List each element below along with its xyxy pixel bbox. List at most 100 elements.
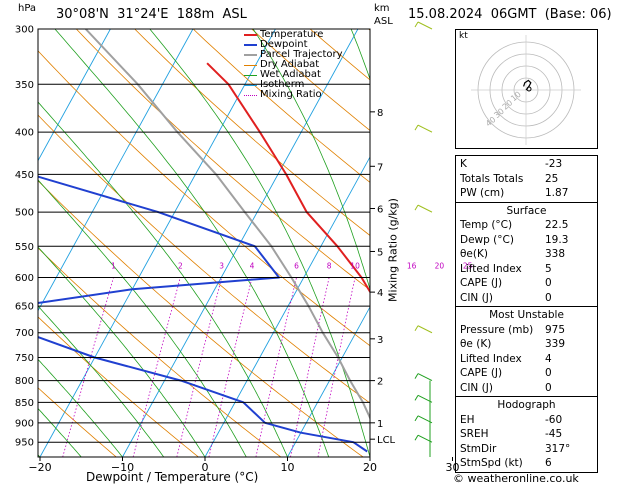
legend-entry: Dewpoint [244,40,343,50]
mixing-ratio-line [208,277,253,457]
legend-swatch [244,34,257,36]
dry-adiabat-line [134,29,370,237]
legend-swatch [244,94,257,96]
plot-frame [37,28,371,458]
mixing-ratio-label: 20 [435,261,445,270]
isotherm-line [122,29,359,457]
top-indices: K -23 Totals Totals 25 PW (cm) 1.87 [455,155,598,203]
dry-adiabat-line [38,180,364,457]
legend-entry: Wet Adiabat [244,70,343,80]
table-row: Dewp (°C) 19.3 [460,233,593,248]
legend-entry: Isotherm [244,80,343,90]
wet-adiabat-line [38,407,82,457]
legend-entry: Mixing Ratio [244,90,343,100]
table-row-value: 0 [545,291,552,304]
wind-barb [414,204,433,213]
wet-adiabat-line [38,179,247,457]
mixing-ratio-line [62,277,114,457]
table-row-label: CAPE (J) [460,277,503,289]
table-row-value: 19.3 [545,233,569,246]
wet-adiabat-line [38,246,206,457]
km-tick-label: 1 [377,419,383,430]
pressure-tick-label: 350 [15,80,34,91]
table-row: θe (K) 339 [460,337,593,352]
table-row: θe(K) 338 [460,247,593,262]
table-row-label: K [460,158,467,170]
pressure-tick-label: 950 [15,438,34,449]
mixing-ratio-label: 16 [407,261,417,270]
isotherm-line [618,29,629,457]
table-row: Temp (°C) 22.5 [460,218,593,233]
dry-adiabat-line [38,387,117,457]
table-row-label: EH [460,413,475,426]
legend-label: Dry Adiabat [260,59,320,70]
km-tick-label: 5 [377,247,383,258]
legend-swatch [244,84,257,86]
table-row-value: 5 [545,262,552,275]
mixing-ratio-line [408,278,440,458]
asl-label: ASL [374,16,393,27]
table-row-label: Lifted Index [460,262,522,275]
table-row-label: CIN (J) [460,381,493,394]
table-row-value: 25 [545,172,559,185]
x-tick-label: −20 [28,461,51,474]
pressure-tick-label: 800 [15,376,34,387]
pressure-tick-label: 650 [15,302,34,313]
location-title: 30°08'N 31°24'E 188m ASL [56,7,247,22]
km-tick-label: 8 [377,108,383,119]
wet-adiabat-line [38,101,288,457]
wind-barb [414,434,433,443]
mixing-ratio-label: 3 [219,261,224,270]
mixing-ratio-label: 6 [294,261,299,270]
mixing-ratio-label: 10 [350,261,360,270]
table-row-value: 6 [545,457,552,469]
mixing-ratio-line [176,277,223,457]
storm-motion-marker [526,86,532,92]
table-row-label: SREH [460,428,489,440]
mixing-ratio-label: 8 [327,261,332,270]
pressure-tick-label: 450 [15,170,34,181]
table-row-value: 0 [545,381,552,394]
table-row-value: -45 [545,428,563,440]
km-label: km [374,3,390,14]
legend-entry: Temperature [244,30,343,40]
pressure-tick-label: 550 [15,242,34,253]
pressure-tick-label: 400 [15,128,34,139]
wind-barb [414,325,433,334]
table-row: CIN (J) 0 [460,381,593,396]
pressure-tick-label: 850 [15,398,34,409]
hodograph: kt 10 20 30 40 [455,29,598,149]
table-row-label: Lifted Index [460,352,522,365]
pressure-tick-label: 300 [15,25,34,36]
dewpoint-line [38,175,368,453]
isotherm-line [204,156,370,457]
mixing-ratio-label: 1 [111,261,116,270]
wind-barb [414,21,433,30]
table-row-value: 0 [545,367,552,379]
legend-swatch [244,44,257,46]
table-row-label: CAPE (J) [460,367,503,379]
table-row: EH -60 [460,413,593,428]
table-row-label: Pressure (mb) [460,323,534,336]
legend-swatch [244,74,257,76]
temperature-line [206,62,370,294]
km-tick-label: 7 [377,162,383,173]
legend-label: Temperature [260,29,324,40]
table-row: Totals Totals 25 [460,172,593,187]
legend-swatch [244,54,257,56]
km-tick-label: 2 [377,377,383,388]
x-axis-label: Dewpoint / Temperature (°C) [86,470,259,484]
km-tick-label: 4 [377,288,383,299]
table-row: PW (cm) 1.87 [460,186,593,201]
surface-title: Surface [506,204,547,217]
x-tick-label: −10 [111,461,134,474]
hodograph-section: Hodograph EH -60 SREH -45 StmDir 317° StmSpd (… [455,397,598,473]
pressure-tick-label: 600 [15,273,34,284]
isotherm-line [287,306,370,457]
dry-adiabat-line [38,114,370,404]
table-row-value: 4 [545,352,552,365]
dry-adiabat-line [38,247,282,457]
table-row: StmDir 317° [460,442,593,457]
x-tick-label: 20 [363,461,377,474]
